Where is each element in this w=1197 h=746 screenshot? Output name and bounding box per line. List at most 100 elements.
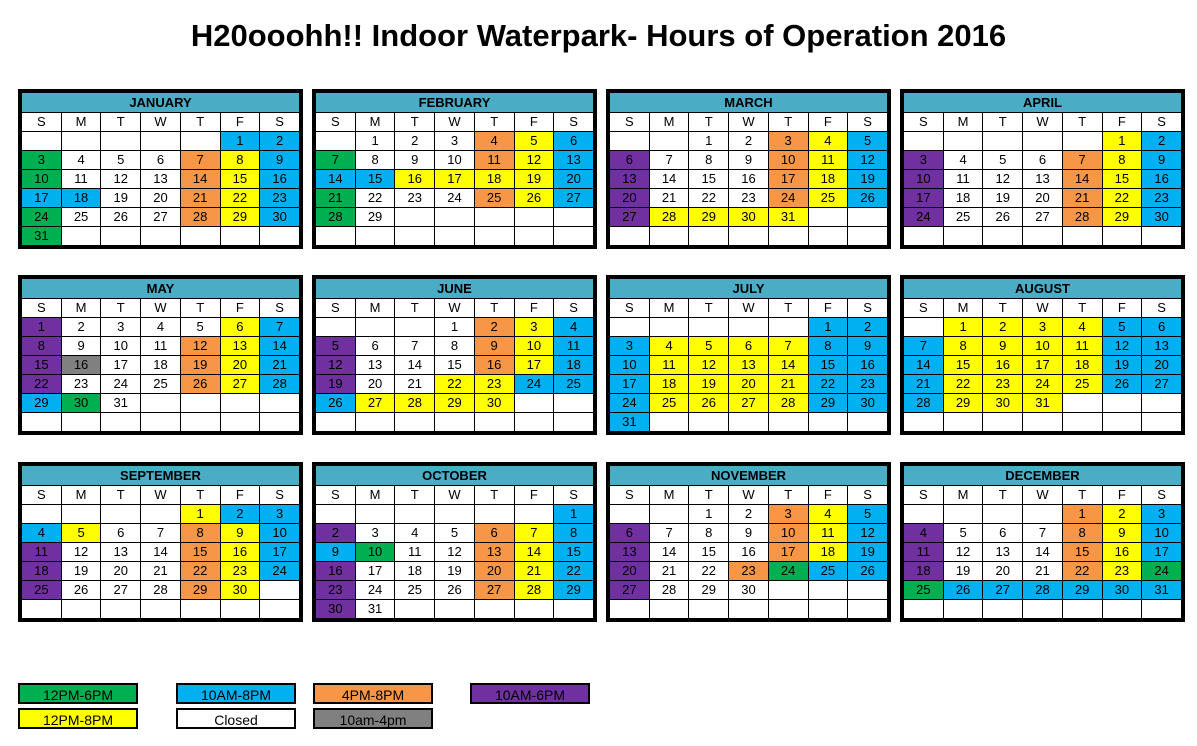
day-name: T (179, 485, 221, 505)
day-cell: 13 (140, 169, 181, 189)
month-july: JULY S M T W T F S 1 2 3 4 5 6 7 8 9 10 11 12 13 14 15 16 17 18 19… (606, 275, 891, 435)
empty-cell (1101, 393, 1143, 413)
month-august: AUGUST S M T W T F S 1 2 3 4 5 6 7 8 9 10 11 12 13 14 15 16 17 18… (900, 275, 1185, 435)
day-cell: 2 (315, 523, 356, 543)
empty-cell (315, 131, 356, 151)
day-cell: 28 (315, 207, 356, 227)
day-name: T (1061, 112, 1103, 132)
day-cell: 27 (609, 580, 650, 600)
day-name: M (648, 112, 690, 132)
empty-cell (688, 412, 730, 432)
day-name: M (354, 112, 396, 132)
empty-cell (179, 393, 221, 413)
empty-cell (1101, 226, 1143, 246)
day-cell: 8 (942, 336, 984, 356)
day-cell: 6 (609, 150, 650, 170)
empty-cell (609, 599, 650, 619)
day-cell: 3 (100, 317, 142, 337)
legend-item: 10AM-6PM (470, 683, 590, 704)
empty-cell (473, 412, 515, 432)
day-cell: 18 (1061, 355, 1103, 375)
month-june: JUNE S M T W T F S 1 2 3 4 5 6 7 8 9 10 11 12 13 14 15 16 17 18 19… (312, 275, 597, 435)
day-cell: 7 (1022, 523, 1063, 543)
day-cell: 12 (688, 355, 730, 375)
day-cell: 29 (1101, 207, 1143, 227)
empty-cell (648, 504, 690, 524)
day-cell: 24 (767, 561, 809, 581)
day-cell: 29 (553, 580, 594, 600)
day-cell: 27 (354, 393, 396, 413)
empty-cell (434, 504, 475, 524)
day-cell: 27 (100, 580, 142, 600)
day-cell: 3 (21, 150, 62, 170)
empty-cell (609, 226, 650, 246)
day-cell: 12 (315, 355, 356, 375)
day-cell: 5 (100, 150, 142, 170)
empty-cell (982, 131, 1024, 151)
day-cell: 6 (354, 336, 396, 356)
empty-cell (553, 393, 594, 413)
day-cell: 6 (140, 150, 181, 170)
day-cell: 1 (21, 317, 62, 337)
day-cell: 26 (1101, 374, 1143, 394)
empty-cell (140, 131, 181, 151)
day-cell: 11 (473, 150, 515, 170)
day-name: F (513, 112, 555, 132)
month-april: APRIL S M T W T F S 1 2 3 4 5 6 7 8 9 10 11 12 13 14 15 16 17 18 1… (900, 89, 1185, 249)
day-cell: 18 (903, 561, 944, 581)
empty-cell (354, 412, 396, 432)
day-cell: 25 (807, 561, 849, 581)
day-cell: 16 (259, 169, 300, 189)
day-cell: 21 (394, 374, 436, 394)
day-cell: 19 (434, 561, 475, 581)
empty-cell (513, 599, 555, 619)
day-name: S (553, 485, 594, 505)
empty-cell (1141, 412, 1182, 432)
empty-cell (728, 599, 769, 619)
day-cell: 2 (1141, 131, 1182, 151)
day-cell: 15 (219, 169, 261, 189)
day-cell: 25 (60, 207, 102, 227)
empty-cell (648, 412, 690, 432)
empty-cell (100, 504, 142, 524)
day-cell: 11 (553, 336, 594, 356)
day-cell: 7 (1061, 150, 1103, 170)
empty-cell (728, 317, 769, 337)
day-cell: 28 (140, 580, 181, 600)
empty-cell (354, 226, 396, 246)
empty-cell (60, 226, 102, 246)
day-cell: 6 (553, 131, 594, 151)
day-cell: 9 (1101, 523, 1143, 543)
day-cell: 2 (473, 317, 515, 337)
empty-cell (394, 599, 436, 619)
day-name: T (473, 112, 515, 132)
day-cell: 17 (354, 561, 396, 581)
empty-cell (100, 131, 142, 151)
day-cell: 24 (259, 561, 300, 581)
day-cell: 20 (609, 188, 650, 208)
empty-cell (807, 580, 849, 600)
day-cell: 23 (259, 188, 300, 208)
day-cell: 30 (219, 580, 261, 600)
day-cell: 26 (60, 580, 102, 600)
day-name: M (942, 485, 984, 505)
day-name: F (513, 485, 555, 505)
day-cell: 7 (315, 150, 356, 170)
empty-cell (219, 226, 261, 246)
empty-cell (847, 207, 888, 227)
empty-cell (553, 226, 594, 246)
day-name: T (688, 112, 730, 132)
month-name: OCTOBER (315, 465, 594, 486)
day-cell: 27 (1141, 374, 1182, 394)
day-cell: 18 (21, 561, 62, 581)
day-name: M (942, 298, 984, 318)
day-cell: 19 (942, 561, 984, 581)
day-name: S (259, 298, 300, 318)
day-cell: 5 (847, 131, 888, 151)
day-cell: 13 (1022, 169, 1063, 189)
day-cell: 10 (1022, 336, 1063, 356)
day-cell: 12 (60, 542, 102, 562)
empty-cell (140, 504, 181, 524)
empty-cell (354, 317, 396, 337)
day-cell: 21 (903, 374, 944, 394)
